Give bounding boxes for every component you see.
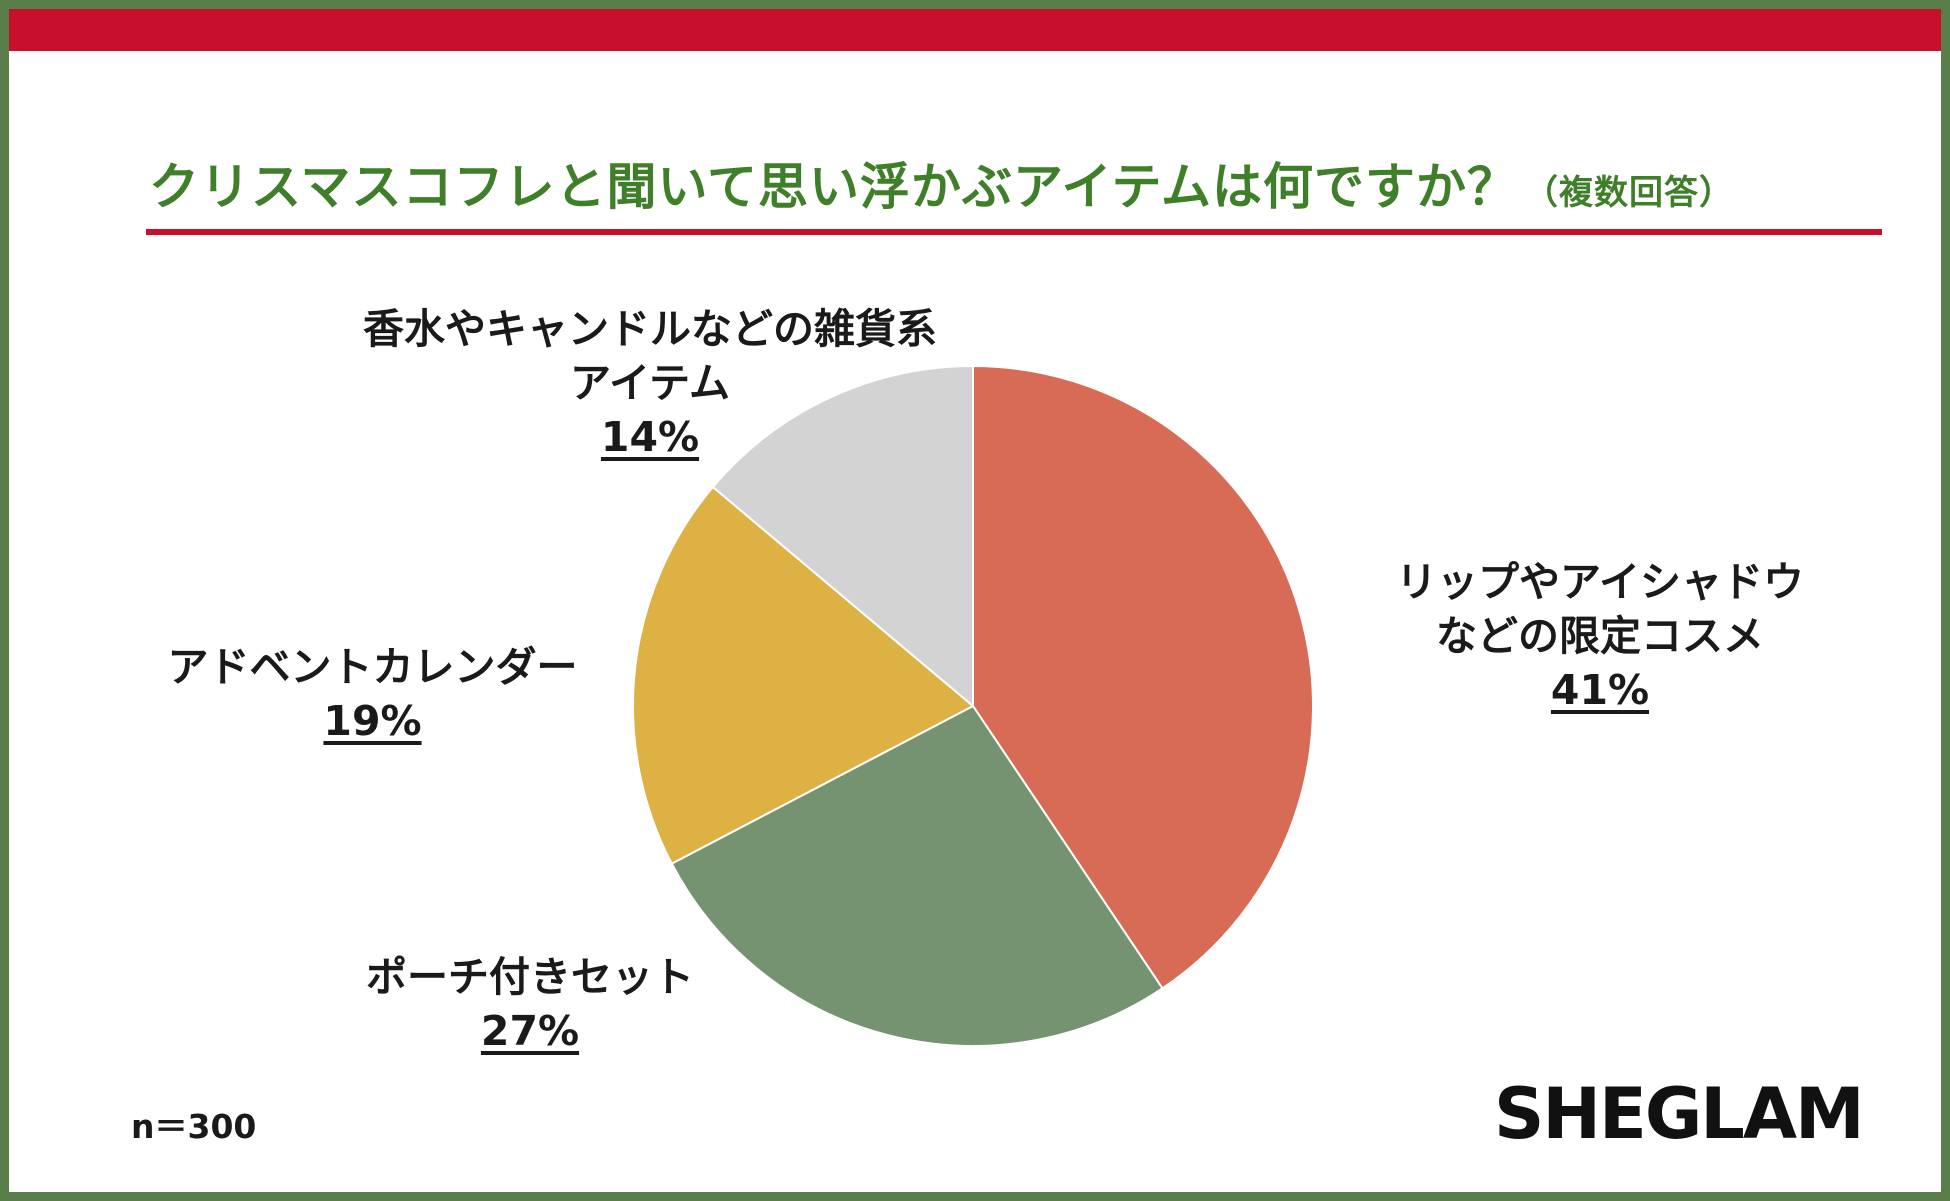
pie-slice-3 [711, 364, 974, 709]
title-underline [146, 229, 1882, 235]
slice-label-3-line2: アイテム [570, 359, 730, 407]
title-subtitle: （複数回答） [1524, 173, 1734, 213]
slice-value-0: 41% [1550, 666, 1650, 714]
slice-value-1: 27% [480, 1007, 580, 1055]
pie-slice-0 [972, 364, 1314, 990]
slice-value-3: 14% [600, 413, 700, 461]
chart-title: クリスマスコフレと聞いて思い浮かぶアイテムは何ですか？ （複数回答） [149, 147, 1734, 219]
slice-label-2-line1: アドベントカレンダー [167, 643, 578, 691]
top-accent-bar [9, 9, 1941, 51]
slice-label-0-line1: リップやアイシャドウ [1396, 558, 1804, 606]
pie-slice-1 [670, 704, 1164, 1047]
brand-logo: SHEGLAM [1494, 1073, 1865, 1155]
slice-label-0-line2: などの限定コスメ [1436, 612, 1764, 660]
slice-label-3-line1: 香水やキャンドルなどの雑貨系 [363, 305, 937, 353]
slice-label-2: アドベントカレンダー 19% [120, 640, 625, 748]
sample-size-note: n＝300 [131, 1107, 257, 1146]
slice-label-3: 香水やキャンドルなどの雑貨系 アイテム 14% [345, 302, 955, 464]
slice-label-0: リップやアイシャドウ などの限定コスメ 41% [1360, 555, 1840, 717]
slice-label-1: ポーチ付きセット 27% [310, 950, 750, 1058]
pie-slice-2 [631, 485, 975, 865]
title-text: クリスマスコフレと聞いて思い浮かぶアイテムは何ですか？ [149, 158, 1518, 216]
slice-value-2: 19% [323, 697, 422, 745]
slice-label-1-line1: ポーチ付きセット [366, 953, 694, 1001]
